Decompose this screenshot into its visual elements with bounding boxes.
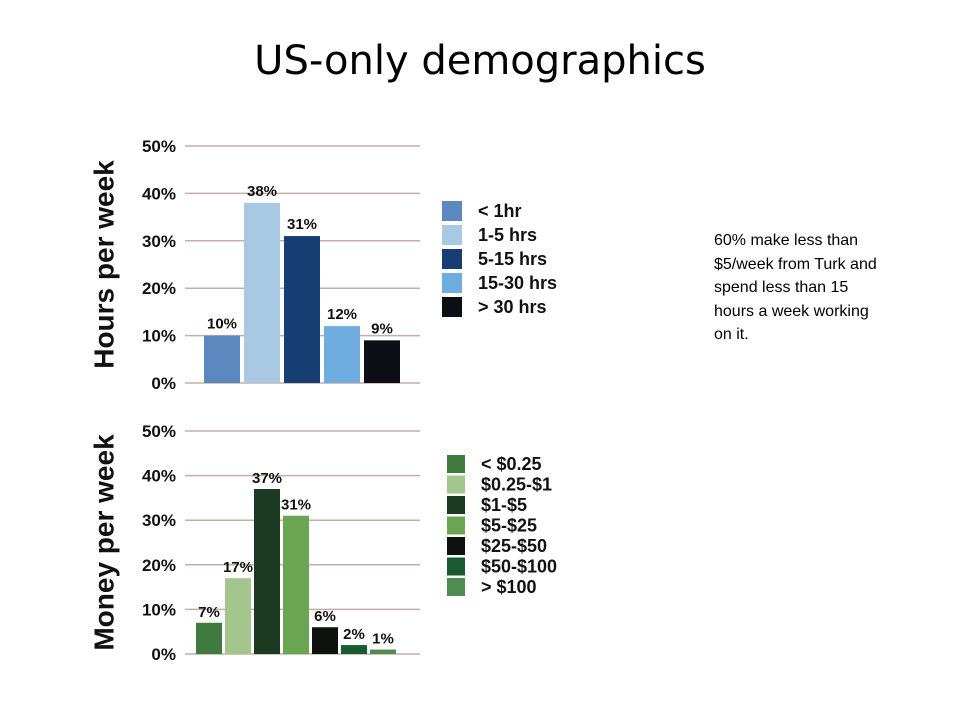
hours-legend-swatch (442, 249, 462, 269)
hours-y-tick-label: 40% (142, 184, 176, 203)
money-legend-swatch (447, 496, 465, 514)
hours-y-tick-label: 20% (142, 279, 176, 298)
money-legend-swatch (447, 557, 465, 576)
money-legend-label: $1-$5 (481, 495, 527, 515)
hours-data-label: 12% (327, 306, 357, 323)
hours-y-axis-label: Hours per week (88, 160, 119, 369)
hours-legend-label: < 1hr (478, 201, 522, 221)
money-y-tick-label: 0% (151, 645, 176, 664)
money-bar (254, 488, 280, 654)
money-bar (196, 622, 222, 654)
money-legend-label: $0.25-$1 (481, 475, 552, 495)
money-data-label: 2% (343, 626, 365, 643)
money-y-axis-label: Money per week (88, 434, 119, 651)
hours-legend-swatch (442, 225, 462, 245)
money-data-label: 37% (252, 470, 282, 487)
money-data-label: 31% (281, 497, 311, 514)
hours-bar (324, 326, 360, 383)
money-y-tick-label: 10% (142, 600, 176, 619)
hours-legend-label: 1-5 hrs (478, 225, 537, 245)
money-data-label: 6% (314, 608, 336, 625)
money-legend-swatch (447, 537, 465, 555)
money-data-label: 1% (372, 631, 394, 648)
hours-y-tick-label: 50% (142, 137, 176, 156)
money-bar (341, 645, 367, 654)
hours-legend-swatch (442, 297, 462, 317)
money-bar (312, 627, 338, 654)
hours-y-tick-label: 10% (142, 327, 176, 346)
money-bar (225, 578, 251, 654)
hours-legend-label: 5-15 hrs (478, 249, 547, 269)
hours-y-tick-label: 30% (142, 232, 176, 251)
hours-bar (284, 236, 320, 383)
hours-bar (204, 335, 240, 383)
money-legend-swatch (447, 578, 465, 596)
money-data-label: 7% (198, 604, 220, 621)
hours-data-label: 9% (371, 320, 393, 337)
money-data-label: 17% (223, 559, 253, 576)
money-legend-label: $25-$50 (481, 536, 547, 556)
money-legend-swatch (447, 475, 465, 494)
money-legend-swatch (447, 516, 465, 535)
money-bar (370, 649, 396, 654)
money-legend-swatch (447, 455, 465, 473)
money-y-tick-label: 20% (142, 556, 176, 575)
money-legend-label: $50-$100 (481, 557, 557, 577)
hours-bar (244, 202, 280, 383)
hours-legend-swatch (442, 201, 462, 221)
money-y-tick-label: 50% (142, 422, 176, 441)
money-bar (283, 515, 309, 654)
hours-y-tick-label: 0% (151, 374, 176, 393)
money-y-tick-label: 40% (142, 467, 176, 486)
money-legend-label: < $0.25 (481, 454, 542, 474)
hours-data-label: 38% (247, 183, 277, 200)
hours-legend-label: > 30 hrs (478, 297, 547, 317)
hours-legend-swatch (442, 273, 462, 293)
hours-legend-label: 15-30 hrs (478, 273, 557, 293)
hours-data-label: 10% (207, 316, 237, 333)
money-legend-label: > $100 (481, 577, 537, 597)
hours-bar (364, 340, 400, 383)
money-legend-label: $5-$25 (481, 516, 537, 536)
summary-note: 60% make less than $5/week from Turk and… (714, 232, 877, 343)
slide-title: US-only demographics (254, 38, 706, 84)
hours-data-label: 31% (287, 216, 317, 233)
money-y-tick-label: 30% (142, 511, 176, 530)
